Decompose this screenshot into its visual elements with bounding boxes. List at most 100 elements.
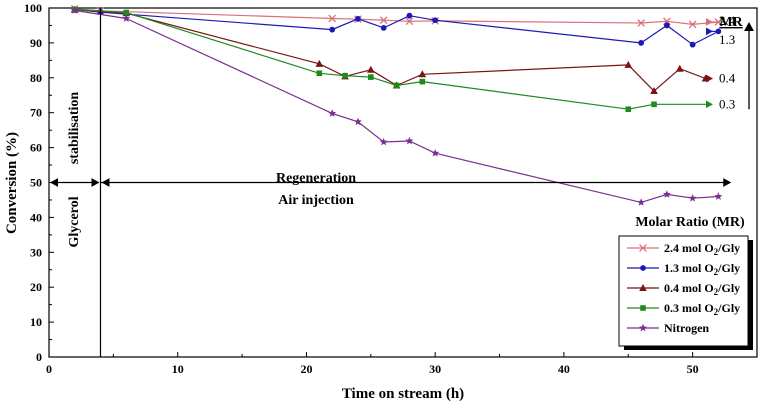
data-point: [688, 194, 697, 202]
data-point: [651, 101, 657, 108]
data-point: [379, 137, 388, 146]
mr-label-1: 1.3: [719, 32, 735, 47]
data-point: [639, 244, 647, 252]
data-point: [663, 17, 671, 26]
air-injection-label: Air injection: [278, 193, 354, 208]
data-point: [625, 106, 632, 113]
legend-label-main: 0.4 mol O: [664, 281, 714, 295]
legend-entry-2: 0.4 mol O2/Gly: [627, 281, 740, 297]
legend-label-sub: 2: [714, 287, 719, 297]
y-tick-label: 20: [30, 280, 42, 294]
y-tick-label: 40: [30, 210, 42, 224]
data-point-stroke: [688, 20, 697, 29]
data-point: [418, 70, 427, 78]
data-point: [419, 78, 426, 85]
y-tick-label: 30: [30, 245, 42, 259]
data-point: [432, 17, 439, 24]
y-tick-label: 50: [30, 176, 42, 190]
data-point: [639, 284, 647, 291]
x-tick-label: 20: [300, 362, 312, 376]
series-2: [70, 5, 710, 95]
arrow-head: [706, 74, 713, 83]
y-tick-label: 10: [30, 315, 42, 329]
x-tick-label: 30: [429, 362, 441, 376]
legend-label-main: Nitrogen: [664, 321, 709, 335]
legend-label: 1.3 mol O2/Gly: [664, 261, 740, 277]
data-point: [639, 323, 647, 332]
x-tick-label: 40: [558, 362, 570, 376]
data-point: [328, 14, 337, 23]
legend-label: 0.4 mol O2/Gly: [664, 281, 740, 297]
data-point: [689, 41, 696, 48]
legend-label: 2.4 mol O2/Gly: [664, 241, 740, 257]
legend-label-main: 2.4 mol O: [664, 241, 714, 255]
data-point: [315, 59, 324, 67]
data-point: [688, 20, 697, 29]
x-axis-title: Time on stream (h): [342, 386, 464, 402]
legend-entry-1: 1.3 mol O2/Gly: [627, 261, 740, 277]
data-point: [342, 72, 348, 79]
data-point: [355, 15, 361, 22]
data-point: [70, 6, 79, 14]
data-point-stroke: [379, 16, 388, 25]
mr-label-2: 0.4: [719, 70, 736, 85]
data-point: [675, 64, 684, 72]
data-point: [637, 19, 646, 27]
x-tick-label: 0: [46, 362, 52, 376]
series-line: [74, 8, 655, 110]
y-axis-title: Conversion (%): [4, 132, 20, 234]
legend-title: Molar Ratio (MR): [635, 215, 745, 230]
data-point: [624, 60, 633, 68]
data-point-stroke: [637, 19, 646, 27]
y-tick-label: 100: [24, 1, 42, 15]
x-tick-label: 50: [687, 362, 699, 376]
data-point: [714, 192, 723, 200]
series-line: [74, 9, 719, 204]
mr-label-0: 2.4: [719, 13, 736, 28]
legend-entry-0: 2.4 mol O2/Gly: [627, 241, 740, 257]
legend-label: Nitrogen: [664, 321, 709, 335]
annotation-layer: 2.4 1.3 0.4 0.3: [50, 8, 754, 357]
legend-entry-4: Nitrogen: [627, 321, 709, 335]
y-tick-label: 90: [30, 36, 42, 50]
legend-label: 0.3 mol O2/Gly: [664, 301, 740, 317]
x-tick-label: 10: [172, 362, 184, 376]
data-point-stroke: [639, 244, 647, 252]
legend-label-sub: 2: [714, 307, 719, 317]
data-point-stroke: [328, 14, 337, 23]
data-point: [637, 198, 646, 206]
legend-label-tail: /Gly: [717, 261, 740, 275]
data-point: [367, 65, 375, 73]
data-point: [406, 12, 413, 19]
arrow-head: [744, 22, 754, 31]
mr-label-3: 0.3: [719, 96, 735, 111]
data-point: [379, 16, 388, 25]
y-tick-label: 80: [30, 71, 42, 85]
y-tick-label: 0: [36, 350, 42, 364]
legend-label-tail: /Gly: [717, 281, 740, 295]
legend-label-sub: 2: [714, 247, 719, 257]
y-tick-label: 60: [30, 141, 42, 155]
data-point: [640, 305, 646, 311]
mr-header: MR: [719, 15, 743, 30]
legend-label-main: 1.3 mol O: [664, 261, 714, 275]
data-point: [380, 24, 387, 31]
data-point: [405, 136, 414, 145]
data-point: [123, 9, 130, 16]
legend-label-tail: /Gly: [717, 301, 740, 315]
arrow-head: [706, 100, 713, 109]
y-tick-label: 70: [30, 106, 42, 120]
data-point-stroke: [405, 17, 414, 26]
data-point: [368, 74, 374, 80]
stabilisation-label: stabilisation: [67, 92, 82, 165]
legend-entry-3: 0.3 mol O2/Gly: [627, 301, 740, 317]
data-point: [663, 22, 670, 29]
arrow-head: [723, 178, 732, 187]
data-point-stroke: [663, 17, 671, 26]
data-point: [329, 26, 336, 33]
data-point: [431, 149, 440, 157]
data-point: [316, 70, 323, 77]
legend-label-tail: /Gly: [717, 241, 740, 255]
series-line: [74, 9, 706, 92]
